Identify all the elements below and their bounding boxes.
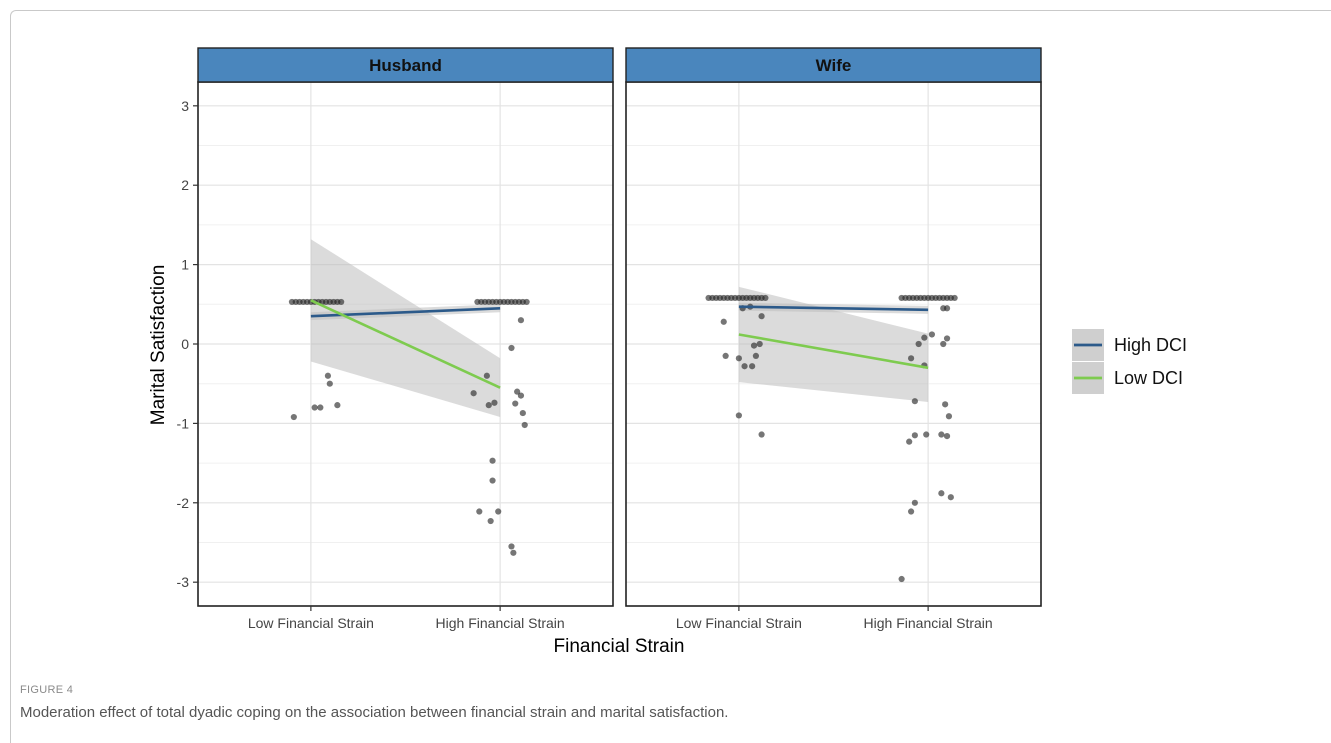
data-point (915, 340, 922, 348)
panel-title: Husband (369, 56, 442, 75)
data-point (911, 398, 918, 405)
legend-label: High DCI (1114, 335, 1187, 355)
data-point (942, 401, 949, 408)
data-point (512, 400, 519, 407)
y-tick-label: 0 (181, 336, 189, 352)
data-point (720, 318, 727, 325)
x-tick-label: Low Financial Strain (676, 615, 802, 631)
x-tick-label: High Financial Strain (864, 615, 993, 631)
data-point (470, 390, 477, 397)
moderation-chart: Husband Low Financial Strain High Financia… (148, 47, 1187, 657)
data-point (338, 298, 345, 306)
data-point (923, 431, 930, 438)
legend-item-high-dci: High DCI (1072, 329, 1187, 361)
panel-title: Wife (816, 56, 852, 75)
confidence-band-low-dci (310, 239, 501, 418)
data-point (523, 298, 530, 306)
data-point (735, 355, 742, 362)
legend-label: Low DCI (1114, 368, 1183, 388)
data-point (483, 372, 490, 379)
data-point (326, 380, 333, 387)
data-point (945, 413, 953, 420)
data-point (928, 331, 936, 338)
figure-frame (10, 10, 1331, 743)
data-point (735, 412, 742, 419)
data-point (334, 402, 341, 409)
data-point (508, 543, 515, 550)
panel-strip (197, 47, 614, 83)
data-point (943, 432, 951, 440)
data-point (485, 402, 492, 409)
data-point (311, 404, 318, 411)
data-point (741, 363, 748, 370)
data-point (510, 549, 517, 556)
data-point (750, 342, 758, 349)
data-point (317, 404, 324, 411)
figure-caption: Moderation effect of total dyadic coping… (20, 704, 729, 721)
data-point (752, 352, 760, 360)
panels-layer: Husband Low Financial Strain High Financia… (197, 47, 1042, 631)
data-point (756, 340, 763, 348)
data-point (495, 508, 502, 515)
y-tick-label: 3 (181, 98, 189, 114)
data-point (943, 335, 951, 342)
y-tick-label: -2 (177, 495, 190, 511)
data-point (324, 372, 332, 379)
data-point (758, 313, 765, 320)
data-point (762, 294, 769, 302)
data-point (489, 477, 496, 484)
regression-line-low-dci (738, 333, 929, 370)
data-point (749, 363, 756, 370)
data-point (911, 432, 918, 439)
regression-line-low-dci (310, 299, 501, 389)
data-point (898, 575, 905, 583)
data-point (906, 438, 913, 445)
data-point (951, 294, 958, 302)
x-axis-title: Financial Strain (554, 636, 685, 657)
data-point (938, 490, 945, 497)
data-point (943, 305, 951, 312)
data-point (921, 334, 928, 341)
regression-line-high-dci (738, 305, 929, 312)
data-point (938, 431, 945, 438)
data-point (722, 352, 729, 360)
figure-label: FIGURE 4 (20, 684, 74, 696)
data-point (517, 317, 525, 324)
confidence-band-low-dci (738, 286, 929, 402)
data-point (489, 457, 496, 464)
data-point (947, 494, 954, 501)
data-point (521, 421, 528, 429)
x-tick-label: High Financial Strain (436, 615, 565, 631)
data-point (514, 388, 521, 395)
data-point (519, 409, 526, 417)
panel-husband: Husband Low Financial Strain High Financia… (197, 47, 614, 631)
y-tick-label: -3 (177, 574, 190, 590)
y-tick-label: 1 (181, 257, 189, 273)
data-point (290, 413, 297, 421)
data-point (940, 340, 947, 348)
data-point (508, 344, 515, 352)
data-point (476, 508, 483, 515)
y-tick-label: 2 (181, 177, 189, 193)
data-point (491, 399, 498, 406)
legend: High DCI Low DCI (1072, 329, 1187, 394)
x-tick-label: Low Financial Strain (248, 615, 374, 631)
panel-wife: Wife Low Financial Strain High Financial S… (625, 47, 1042, 631)
data-point (487, 517, 494, 525)
y-axis: 3 2 1 0 -1 -2 -3 (177, 98, 198, 590)
data-point (907, 355, 915, 362)
data-point (907, 508, 915, 515)
y-tick-label: -1 (177, 415, 190, 431)
data-point (517, 392, 525, 399)
legend-item-low-dci: Low DCI (1072, 362, 1183, 394)
panel-strip (625, 47, 1042, 83)
y-axis-title: Marital Satisfaction (148, 265, 169, 426)
data-point (911, 499, 918, 506)
data-point (758, 431, 765, 438)
